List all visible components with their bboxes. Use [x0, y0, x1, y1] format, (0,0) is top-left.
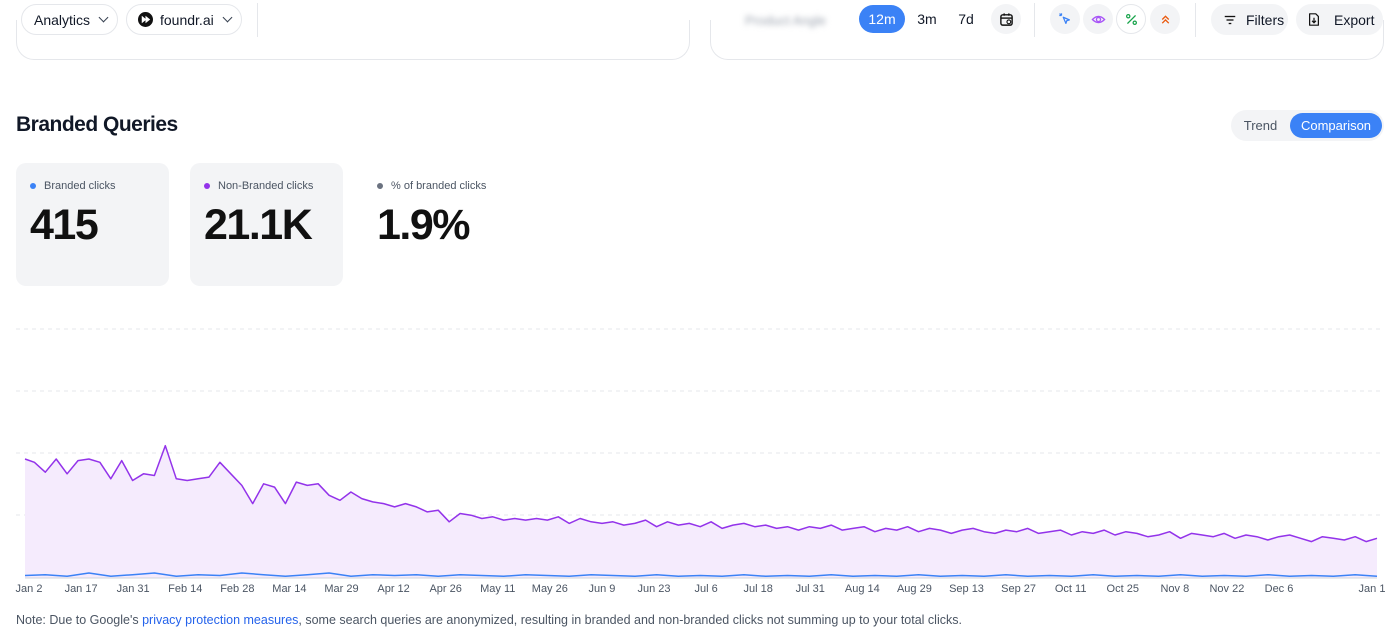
range-3m-button[interactable]: 3m: [917, 11, 937, 27]
comparison-toggle-option[interactable]: Comparison: [1290, 113, 1382, 138]
privacy-link[interactable]: privacy protection measures: [142, 613, 299, 627]
non-branded-clicks-card: Non-Branded clicks 21.1K: [190, 163, 343, 286]
x-tick-label: Jul 31: [796, 583, 825, 595]
series-dot: [204, 183, 210, 189]
position-icon: [1161, 14, 1169, 24]
blurred-label: Product Angle: [745, 13, 826, 28]
series-line-1: [24, 572, 1378, 578]
card-bottom-edge: [16, 20, 690, 60]
x-tick-label: Jun 23: [637, 583, 670, 595]
x-tick-label: Jan 2: [16, 583, 43, 595]
series-dot: [30, 183, 36, 189]
impressions-icon: [1090, 15, 1106, 23]
foundr-logo-icon: [138, 12, 153, 27]
x-tick-label: Jul 18: [743, 583, 772, 595]
x-tick-label: Nov 8: [1160, 583, 1189, 595]
series-dot: [377, 183, 383, 189]
x-tick-label: Mar 14: [272, 583, 306, 595]
workspace-dropdown[interactable]: Analytics: [21, 4, 118, 35]
x-tick-label: Jan 31: [117, 583, 150, 595]
x-tick-label: Nov 22: [1209, 583, 1244, 595]
range-12m-button[interactable]: 12m: [859, 5, 905, 33]
branded-queries-chart: Jan 2 Jan 17 Jan 31 Feb 14 Feb 28 Mar 14 Mar 2…: [16, 328, 1386, 595]
x-tick-label: Feb 14: [168, 583, 202, 595]
range-7d-button[interactable]: 7d: [958, 11, 974, 27]
calendar-icon: [999, 12, 1013, 26]
impressions-metric-button[interactable]: [1083, 4, 1113, 34]
position-metric-button[interactable]: [1150, 4, 1180, 34]
export-label: Export: [1334, 11, 1375, 28]
x-tick-label: Apr 26: [429, 583, 461, 595]
site-dropdown[interactable]: foundr.ai: [126, 4, 242, 35]
series-area-0: [25, 445, 1377, 578]
x-tick-label: Sep 13: [949, 583, 984, 595]
view-toggle: Trend Comparison: [1231, 110, 1384, 141]
divider: [257, 3, 258, 37]
stat-value: 1.9%: [377, 201, 471, 249]
x-tick-label: Dec 6: [1265, 583, 1294, 595]
note-suffix: , some search queries are anonymized, re…: [298, 613, 962, 627]
x-tick-label: Jul 6: [694, 583, 717, 595]
ctr-icon: [1125, 13, 1137, 25]
stat-label: % of branded clicks: [391, 180, 487, 192]
x-tick-label: Oct 11: [1055, 583, 1087, 595]
series-line-0: [24, 444, 1378, 543]
branded-clicks-card: Branded clicks 415: [16, 163, 169, 286]
clicks-icon: [1059, 13, 1070, 24]
calendar-button[interactable]: [991, 4, 1021, 34]
x-tick-label: Apr 12: [377, 583, 409, 595]
clicks-metric-button[interactable]: [1050, 4, 1080, 34]
card-bottom-edge: [710, 20, 1384, 60]
export-icon: [1309, 13, 1319, 26]
x-tick-label: Oct 25: [1107, 583, 1139, 595]
ctr-metric-button[interactable]: [1116, 4, 1146, 34]
filters-button[interactable]: Filters: [1211, 4, 1288, 35]
stat-value: 415: [30, 201, 99, 249]
x-tick-label: Mar 29: [324, 583, 358, 595]
top-toolbar: Analytics foundr.ai Product Angle 12m 3m…: [0, 0, 1400, 40]
divider: [1195, 3, 1196, 37]
x-tick-label: Sep 27: [1001, 583, 1036, 595]
section-title: Branded Queries: [16, 113, 178, 136]
x-tick-label: May 11: [480, 583, 515, 595]
x-tick-label: Aug 14: [845, 583, 880, 595]
filters-label: Filters: [1246, 11, 1285, 28]
divider: [1034, 3, 1035, 37]
site-label: foundr.ai: [160, 11, 214, 28]
x-tick-label: Feb 28: [220, 583, 254, 595]
stat-label: Branded clicks: [44, 180, 116, 192]
branded-share-card: % of branded clicks 1.9%: [363, 163, 516, 286]
stat-label: Non-Branded clicks: [218, 180, 314, 192]
x-tick-label: May 26: [532, 583, 568, 595]
trend-toggle-option[interactable]: Trend: [1243, 118, 1278, 133]
x-tick-label: Jan 1: [1359, 583, 1386, 595]
x-tick-label: Jun 9: [588, 583, 615, 595]
note-prefix: Note: Due to Google's: [16, 613, 143, 627]
x-tick-label: Jan 17: [65, 583, 98, 595]
x-tick-label: Aug 29: [897, 583, 932, 595]
workspace-label: Analytics: [34, 11, 91, 28]
stat-value: 21.1K: [204, 201, 313, 249]
filter-icon: [1224, 15, 1236, 24]
privacy-note: Note: Due to Google's privacy protection…: [16, 613, 962, 627]
